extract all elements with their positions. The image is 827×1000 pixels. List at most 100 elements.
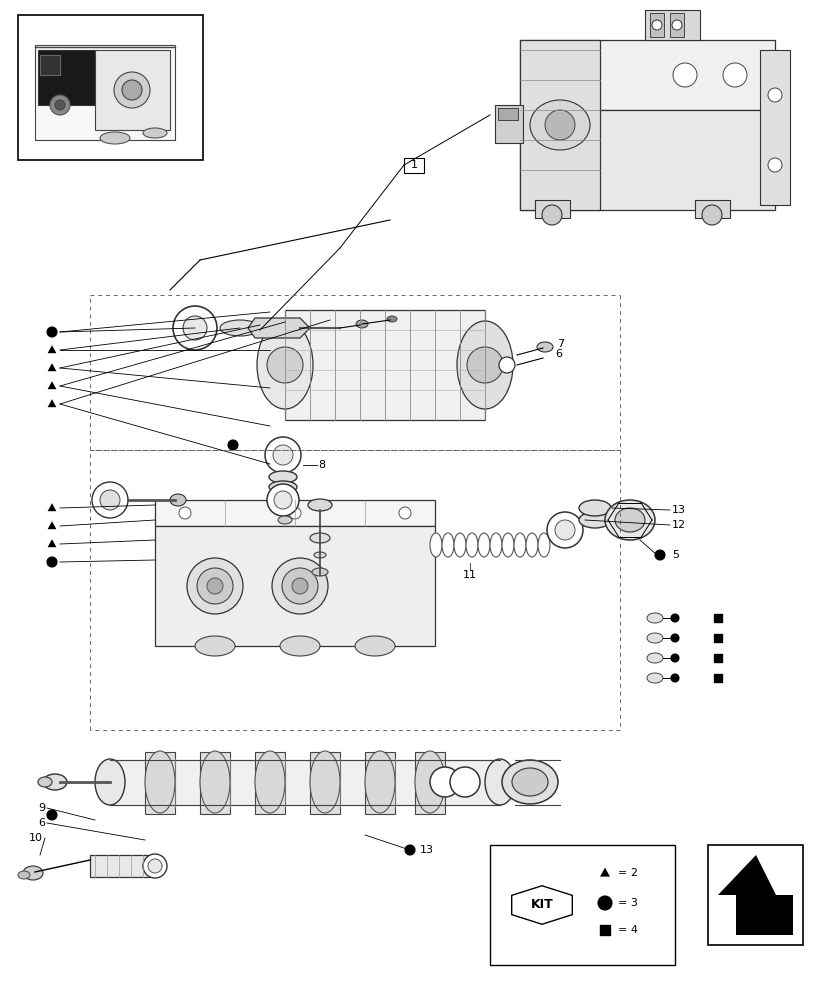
Ellipse shape	[646, 633, 662, 643]
Circle shape	[542, 205, 562, 225]
Circle shape	[429, 767, 460, 797]
Polygon shape	[47, 539, 56, 547]
Bar	[145, 752, 174, 814]
Circle shape	[143, 854, 167, 878]
Ellipse shape	[309, 533, 330, 543]
Circle shape	[767, 158, 781, 172]
Text: 8: 8	[318, 460, 325, 470]
Text: 10: 10	[29, 833, 43, 843]
Bar	[669, 13, 683, 37]
Ellipse shape	[501, 760, 557, 804]
Circle shape	[173, 306, 217, 350]
Circle shape	[767, 88, 781, 102]
Ellipse shape	[255, 751, 284, 813]
Ellipse shape	[646, 673, 662, 683]
Ellipse shape	[490, 533, 501, 557]
Polygon shape	[155, 526, 434, 646]
Ellipse shape	[646, 653, 662, 663]
Bar	[713, 614, 721, 622]
Circle shape	[266, 484, 299, 516]
Polygon shape	[47, 399, 56, 407]
Circle shape	[282, 568, 318, 604]
Polygon shape	[47, 521, 56, 529]
Text: 1: 1	[410, 160, 417, 170]
Circle shape	[50, 95, 70, 115]
Polygon shape	[759, 50, 789, 205]
Bar	[707, 845, 802, 945]
Text: = 4: = 4	[617, 925, 638, 935]
Polygon shape	[284, 310, 485, 420]
Circle shape	[292, 578, 308, 594]
Circle shape	[654, 550, 664, 560]
Bar	[713, 634, 721, 642]
Ellipse shape	[511, 768, 547, 796]
Circle shape	[670, 614, 678, 622]
Polygon shape	[519, 110, 774, 210]
Circle shape	[197, 568, 232, 604]
Bar	[200, 752, 230, 814]
Text: 6: 6	[38, 818, 45, 828]
Ellipse shape	[18, 871, 30, 879]
Text: = 3: = 3	[617, 898, 637, 908]
Bar	[644, 10, 699, 40]
Circle shape	[122, 80, 141, 100]
Circle shape	[499, 357, 514, 373]
Circle shape	[100, 490, 120, 510]
Circle shape	[672, 63, 696, 87]
Ellipse shape	[308, 499, 332, 511]
Circle shape	[466, 347, 502, 383]
Ellipse shape	[614, 508, 644, 532]
Polygon shape	[519, 40, 774, 110]
Ellipse shape	[170, 494, 186, 506]
Circle shape	[547, 512, 582, 548]
Text: = 2: = 2	[617, 868, 638, 878]
Circle shape	[404, 845, 414, 855]
Circle shape	[449, 767, 480, 797]
Circle shape	[55, 100, 65, 110]
Polygon shape	[248, 318, 309, 338]
Polygon shape	[717, 855, 792, 935]
Ellipse shape	[269, 481, 297, 493]
Polygon shape	[519, 40, 600, 210]
Polygon shape	[38, 50, 95, 105]
Text: 13: 13	[672, 505, 686, 515]
Text: 13: 13	[419, 845, 433, 855]
Circle shape	[274, 491, 292, 509]
Ellipse shape	[200, 751, 230, 813]
Ellipse shape	[195, 636, 235, 656]
Ellipse shape	[309, 751, 340, 813]
Circle shape	[148, 859, 162, 873]
Circle shape	[273, 445, 293, 465]
Ellipse shape	[100, 132, 130, 144]
Bar	[90, 855, 150, 877]
Bar	[255, 752, 284, 814]
Ellipse shape	[578, 512, 610, 528]
Polygon shape	[47, 503, 56, 511]
Ellipse shape	[355, 636, 394, 656]
Circle shape	[544, 110, 574, 140]
Circle shape	[670, 674, 678, 682]
Bar	[713, 654, 721, 662]
Ellipse shape	[514, 533, 525, 557]
Bar	[534, 200, 569, 218]
Text: 6: 6	[554, 349, 562, 359]
Circle shape	[227, 440, 237, 450]
Ellipse shape	[457, 321, 513, 409]
Circle shape	[47, 810, 57, 820]
Circle shape	[722, 63, 746, 87]
Circle shape	[289, 507, 301, 519]
Ellipse shape	[220, 320, 260, 336]
Circle shape	[47, 557, 57, 567]
Ellipse shape	[38, 777, 52, 787]
Ellipse shape	[605, 500, 654, 540]
Text: 12: 12	[672, 520, 686, 530]
Circle shape	[597, 896, 611, 910]
Text: 7: 7	[557, 339, 563, 349]
Ellipse shape	[578, 500, 610, 516]
Bar	[365, 752, 394, 814]
Ellipse shape	[269, 471, 297, 483]
Bar	[18, 15, 203, 160]
Circle shape	[207, 578, 222, 594]
Circle shape	[47, 327, 57, 337]
Ellipse shape	[414, 751, 444, 813]
